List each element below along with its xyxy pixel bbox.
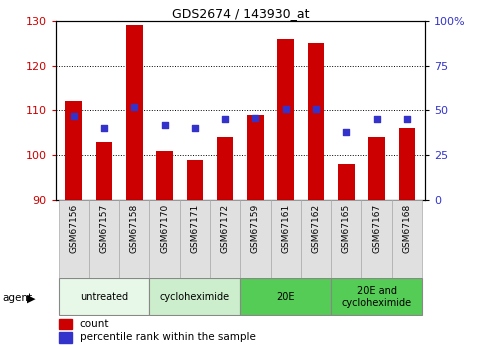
Bar — [392, 200, 422, 278]
Point — [403, 117, 411, 122]
Title: GDS2674 / 143930_at: GDS2674 / 143930_at — [171, 7, 309, 20]
Text: GSM67161: GSM67161 — [281, 204, 290, 253]
Bar — [149, 200, 180, 278]
Text: GSM67158: GSM67158 — [130, 204, 139, 253]
Bar — [270, 200, 301, 278]
Point — [312, 106, 320, 111]
Text: GSM67171: GSM67171 — [190, 204, 199, 253]
Bar — [119, 200, 149, 278]
Text: GSM67172: GSM67172 — [221, 204, 229, 253]
Point — [221, 117, 229, 122]
Text: untreated: untreated — [80, 292, 128, 302]
Bar — [149, 278, 241, 315]
Bar — [58, 278, 149, 315]
Bar — [331, 200, 361, 278]
Bar — [186, 160, 203, 200]
Point — [100, 126, 108, 131]
Point — [373, 117, 381, 122]
Bar — [65, 101, 82, 200]
Text: GSM67165: GSM67165 — [342, 204, 351, 253]
Point — [191, 126, 199, 131]
Bar — [368, 137, 385, 200]
Bar — [338, 164, 355, 200]
Bar — [96, 142, 113, 200]
Text: agent: agent — [2, 294, 32, 303]
Point — [70, 113, 78, 119]
Text: GSM67157: GSM67157 — [99, 204, 109, 253]
Bar — [398, 128, 415, 200]
Point — [130, 104, 138, 110]
Text: GSM67170: GSM67170 — [160, 204, 169, 253]
Text: GSM67167: GSM67167 — [372, 204, 381, 253]
Text: percentile rank within the sample: percentile rank within the sample — [80, 332, 256, 342]
Text: 20E: 20E — [276, 292, 295, 302]
Bar — [59, 332, 72, 343]
Bar — [308, 43, 325, 200]
Text: cycloheximide: cycloheximide — [160, 292, 230, 302]
Text: GSM67162: GSM67162 — [312, 204, 321, 253]
Bar — [156, 151, 173, 200]
Bar — [241, 278, 331, 315]
Bar — [277, 39, 294, 200]
Bar — [210, 200, 241, 278]
Text: 20E and
cycloheximide: 20E and cycloheximide — [341, 286, 412, 307]
Text: GSM67156: GSM67156 — [69, 204, 78, 253]
Bar — [59, 319, 72, 329]
Text: count: count — [80, 318, 109, 328]
Point — [252, 115, 259, 120]
Bar — [217, 137, 233, 200]
Bar — [331, 278, 422, 315]
Bar — [58, 200, 89, 278]
Bar — [247, 115, 264, 200]
Bar — [180, 200, 210, 278]
Text: GSM67159: GSM67159 — [251, 204, 260, 253]
Bar — [301, 200, 331, 278]
Text: GSM67168: GSM67168 — [402, 204, 412, 253]
Point — [282, 106, 290, 111]
Bar — [361, 200, 392, 278]
Point — [161, 122, 169, 128]
Text: ▶: ▶ — [27, 294, 35, 303]
Bar — [126, 25, 142, 200]
Bar — [89, 200, 119, 278]
Point — [342, 129, 350, 135]
Bar — [241, 200, 270, 278]
